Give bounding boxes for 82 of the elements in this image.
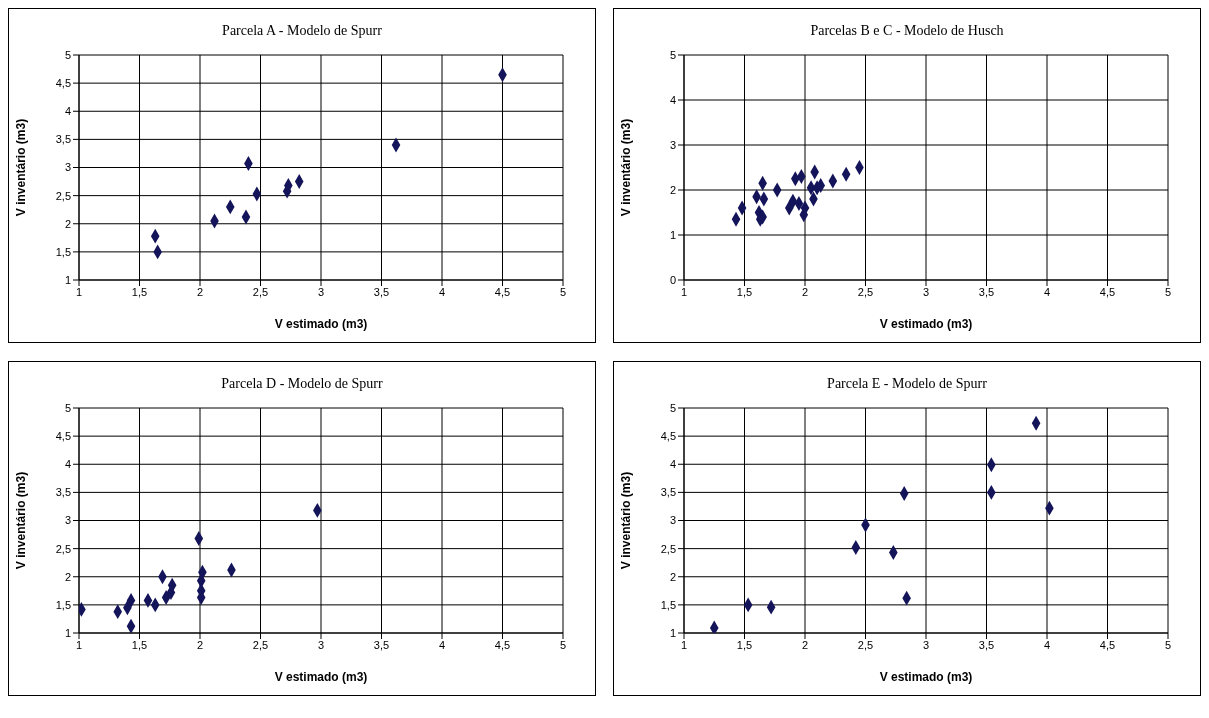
y-tick-label: 1: [669, 626, 676, 639]
x-tick-label: 2: [196, 638, 204, 651]
chart-title: Parcela E - Modelo de Spurr: [826, 376, 988, 392]
x-tick-label: 1: [680, 285, 688, 298]
x-axis-title: V estimado (m3): [274, 317, 368, 331]
y-tick-label: 1: [64, 626, 71, 639]
y-tick-label: 0: [669, 273, 676, 286]
y-tick-label: 4: [64, 458, 71, 471]
y-axis-title: V inventário (m3): [619, 118, 634, 217]
x-tick-label: 4,5: [1099, 638, 1116, 651]
y-tick-label: 3: [669, 138, 676, 151]
x-tick-label: 5: [559, 638, 567, 651]
x-tick-label: 4,5: [494, 285, 511, 298]
x-tick-label: 2: [801, 638, 809, 651]
y-tick-label: 2,5: [55, 189, 71, 202]
y-axis-title: V inventário (m3): [619, 471, 634, 570]
x-tick-label: 2,5: [252, 638, 269, 651]
x-tick-label: 4,5: [1099, 285, 1116, 298]
x-tick-label: 4,5: [494, 638, 511, 651]
y-tick-label: 3,5: [55, 133, 71, 146]
x-axis-title: V estimado (m3): [274, 670, 368, 684]
x-tick-label: 3,5: [373, 638, 390, 651]
x-tick-label: 1,5: [131, 285, 148, 298]
x-tick-label: 1: [75, 638, 83, 651]
x-tick-label: 1,5: [736, 638, 753, 651]
y-tick-label: 1,5: [55, 245, 71, 258]
x-tick-label: 3: [922, 285, 930, 298]
y-tick-label: 4,5: [55, 77, 71, 90]
x-tick-label: 5: [1164, 638, 1172, 651]
y-tick-label: 4,5: [55, 430, 71, 443]
y-tick-label: 5: [64, 401, 71, 414]
y-tick-label: 3: [64, 161, 71, 174]
y-tick-label: 1,5: [55, 598, 71, 611]
y-tick-label: 4: [64, 105, 71, 118]
y-tick-label: 3,5: [55, 486, 71, 499]
chart-title: Parcela A - Modelo de Spurr: [221, 23, 383, 39]
y-tick-label: 2,5: [55, 542, 71, 555]
y-tick-label: 4,5: [660, 430, 676, 443]
x-tick-label: 5: [1164, 285, 1172, 298]
x-tick-label: 2: [801, 285, 809, 298]
x-tick-label: 2: [196, 285, 204, 298]
point: [709, 620, 719, 633]
y-tick-label: 3,5: [660, 486, 676, 499]
y-tick-label: 1,5: [660, 598, 676, 611]
x-axis-title: V estimado (m3): [879, 317, 973, 331]
x-tick-label: 1,5: [736, 285, 753, 298]
x-tick-label: 3: [922, 638, 930, 651]
x-tick-label: 3,5: [978, 638, 995, 651]
y-tick-label: 1: [669, 228, 676, 241]
x-tick-label: 2,5: [857, 638, 874, 651]
y-axis-title: V inventário (m3): [14, 471, 29, 570]
x-tick-label: 1,5: [131, 638, 148, 651]
y-tick-label: 5: [64, 48, 71, 61]
x-tick-label: 5: [559, 285, 567, 298]
y-tick-label: 2: [669, 570, 676, 583]
x-tick-label: 3,5: [373, 285, 390, 298]
y-tick-label: 5: [669, 401, 676, 414]
y-axis-title: V inventário (m3): [14, 118, 29, 217]
y-tick-label: 3: [64, 514, 71, 527]
y-tick-label: 4: [669, 93, 676, 106]
chart-title: Parcelas B e C - Modelo de Husch: [809, 23, 1005, 39]
y-tick-label: 5: [669, 48, 676, 61]
x-tick-label: 4: [438, 285, 446, 298]
x-tick-label: 4: [1043, 285, 1051, 298]
x-tick-label: 3: [317, 285, 325, 298]
x-tick-label: 2,5: [857, 285, 874, 298]
x-tick-label: 1: [680, 638, 688, 651]
x-tick-label: 2,5: [252, 285, 269, 298]
x-tick-label: 4: [1043, 638, 1051, 651]
y-tick-label: 4: [669, 458, 676, 471]
y-tick-label: 2: [64, 570, 71, 583]
y-tick-label: 3: [669, 514, 676, 527]
x-tick-label: 4: [438, 638, 446, 651]
x-tick-label: 1: [75, 285, 83, 298]
x-axis-title: V estimado (m3): [879, 670, 973, 684]
chart-title: Parcela D - Modelo de Spurr: [220, 376, 384, 392]
x-tick-label: 3,5: [978, 285, 995, 298]
y-tick-label: 2,5: [660, 542, 676, 555]
y-tick-label: 1: [64, 273, 71, 286]
x-tick-label: 3: [317, 638, 325, 651]
y-tick-label: 2: [64, 217, 71, 230]
y-tick-label: 2: [669, 183, 676, 196]
